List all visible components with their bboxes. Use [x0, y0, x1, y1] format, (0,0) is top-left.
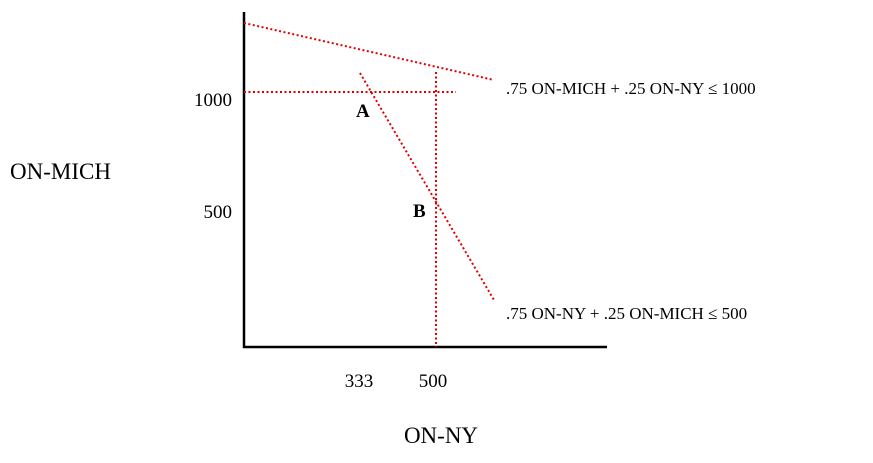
y-tick-label: 500: [204, 202, 233, 223]
x-axis-label: ON-NY: [404, 423, 478, 448]
y-axis-label: ON-MICH: [10, 159, 111, 184]
x-tick-label: 500: [419, 371, 448, 392]
constraint-line-1: [243, 22, 495, 81]
constraint-line-2: [359, 72, 495, 301]
constraint-label: .75 ON-NY + .25 ON-MICH ≤ 500: [506, 304, 747, 323]
y-tick-label: 1000: [194, 90, 232, 111]
x-tick-label: 333: [345, 371, 374, 392]
point-label-a: A: [356, 101, 370, 122]
point-label-b: B: [413, 201, 426, 222]
constraint-label: .75 ON-MICH + .25 ON-NY ≤ 1000: [506, 79, 756, 98]
